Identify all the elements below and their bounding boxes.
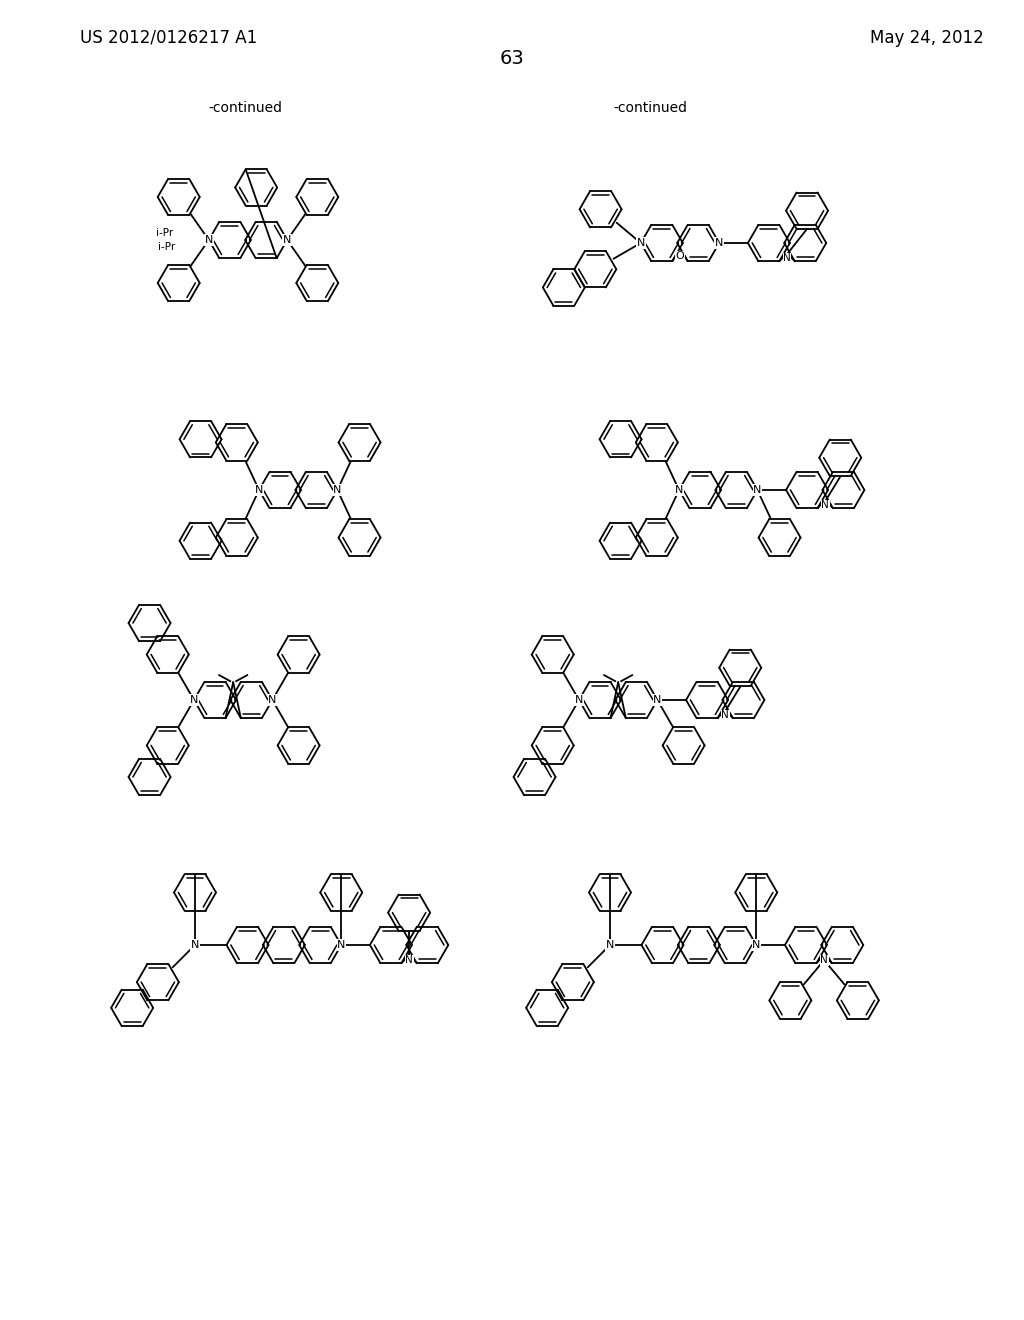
- Text: N: N: [820, 956, 828, 965]
- Text: 63: 63: [500, 49, 524, 67]
- Text: N: N: [574, 696, 584, 705]
- Text: N: N: [637, 238, 645, 248]
- Text: N: N: [283, 235, 292, 246]
- Text: O: O: [676, 251, 684, 261]
- Text: N: N: [268, 696, 276, 705]
- Text: N: N: [721, 710, 729, 721]
- Text: US 2012/0126217 A1: US 2012/0126217 A1: [80, 29, 257, 48]
- Text: N: N: [821, 500, 829, 511]
- Text: -continued: -continued: [208, 102, 282, 115]
- Text: N: N: [752, 940, 761, 950]
- Text: i-Pr: i-Pr: [158, 243, 175, 252]
- Text: i-Pr: i-Pr: [156, 227, 173, 238]
- Text: N: N: [333, 484, 342, 495]
- Text: N: N: [406, 956, 413, 965]
- Text: N: N: [190, 940, 200, 950]
- Text: N: N: [205, 235, 213, 246]
- Text: N: N: [189, 696, 199, 705]
- Text: N: N: [606, 940, 614, 950]
- Text: N: N: [783, 253, 791, 263]
- Text: N: N: [754, 484, 762, 495]
- Text: N: N: [653, 696, 662, 705]
- Text: -continued: -continued: [613, 102, 687, 115]
- Text: N: N: [715, 238, 723, 248]
- Text: N: N: [337, 940, 345, 950]
- Text: N: N: [675, 484, 683, 495]
- Text: N: N: [255, 484, 263, 495]
- Text: May 24, 2012: May 24, 2012: [870, 29, 984, 48]
